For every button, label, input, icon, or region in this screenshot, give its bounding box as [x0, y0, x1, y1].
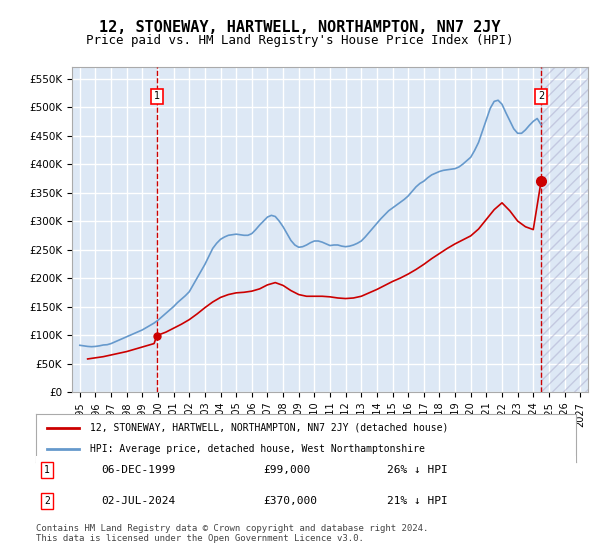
- Text: 12, STONEWAY, HARTWELL, NORTHAMPTON, NN7 2JY: 12, STONEWAY, HARTWELL, NORTHAMPTON, NN7…: [99, 20, 501, 35]
- Text: 2: 2: [538, 91, 544, 101]
- Text: 21% ↓ HPI: 21% ↓ HPI: [387, 496, 448, 506]
- Text: 1: 1: [44, 465, 50, 475]
- Text: 06-DEC-1999: 06-DEC-1999: [101, 465, 175, 475]
- Text: 26% ↓ HPI: 26% ↓ HPI: [387, 465, 448, 475]
- Text: 12, STONEWAY, HARTWELL, NORTHAMPTON, NN7 2JY (detached house): 12, STONEWAY, HARTWELL, NORTHAMPTON, NN7…: [90, 423, 448, 433]
- Text: £99,000: £99,000: [263, 465, 310, 475]
- Text: Price paid vs. HM Land Registry's House Price Index (HPI): Price paid vs. HM Land Registry's House …: [86, 34, 514, 46]
- Text: £370,000: £370,000: [263, 496, 317, 506]
- Text: 2: 2: [44, 496, 50, 506]
- Text: HPI: Average price, detached house, West Northamptonshire: HPI: Average price, detached house, West…: [90, 444, 425, 454]
- Text: 02-JUL-2024: 02-JUL-2024: [101, 496, 175, 506]
- Text: 1: 1: [154, 91, 160, 101]
- Text: Contains HM Land Registry data © Crown copyright and database right 2024.
This d: Contains HM Land Registry data © Crown c…: [36, 524, 428, 543]
